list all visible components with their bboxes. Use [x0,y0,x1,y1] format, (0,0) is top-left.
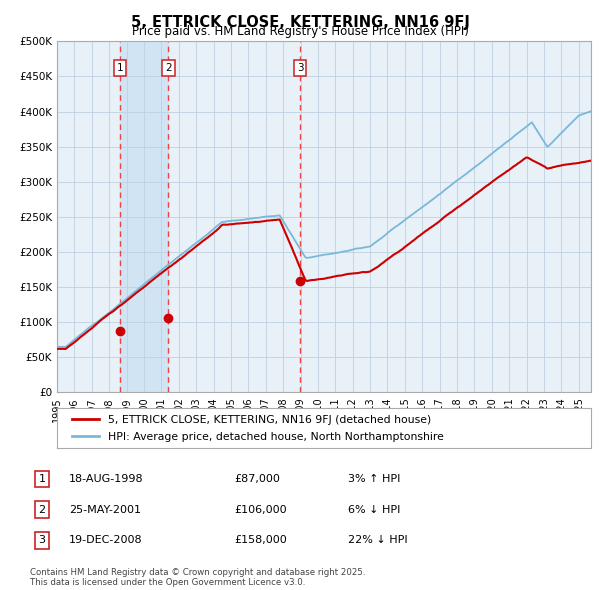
Text: 25-MAY-2001: 25-MAY-2001 [69,505,141,514]
Text: 3% ↑ HPI: 3% ↑ HPI [348,474,400,484]
Text: 3: 3 [38,536,46,545]
Text: 19-DEC-2008: 19-DEC-2008 [69,536,143,545]
Text: Price paid vs. HM Land Registry's House Price Index (HPI): Price paid vs. HM Land Registry's House … [131,25,469,38]
Text: 1: 1 [38,474,46,484]
Text: Contains HM Land Registry data © Crown copyright and database right 2025.
This d: Contains HM Land Registry data © Crown c… [30,568,365,587]
Text: 5, ETTRICK CLOSE, KETTERING, NN16 9FJ: 5, ETTRICK CLOSE, KETTERING, NN16 9FJ [131,15,469,30]
Text: 18-AUG-1998: 18-AUG-1998 [69,474,143,484]
Text: 1: 1 [117,63,124,73]
Text: £87,000: £87,000 [234,474,280,484]
Text: 22% ↓ HPI: 22% ↓ HPI [348,536,407,545]
Legend: 5, ETTRICK CLOSE, KETTERING, NN16 9FJ (detached house), HPI: Average price, deta: 5, ETTRICK CLOSE, KETTERING, NN16 9FJ (d… [68,411,448,446]
Text: 3: 3 [296,63,304,73]
Text: 2: 2 [165,63,172,73]
Text: 6% ↓ HPI: 6% ↓ HPI [348,505,400,514]
Text: £158,000: £158,000 [234,536,287,545]
Bar [120,41,169,392]
Text: £106,000: £106,000 [234,505,287,514]
Text: 2: 2 [38,505,46,514]
